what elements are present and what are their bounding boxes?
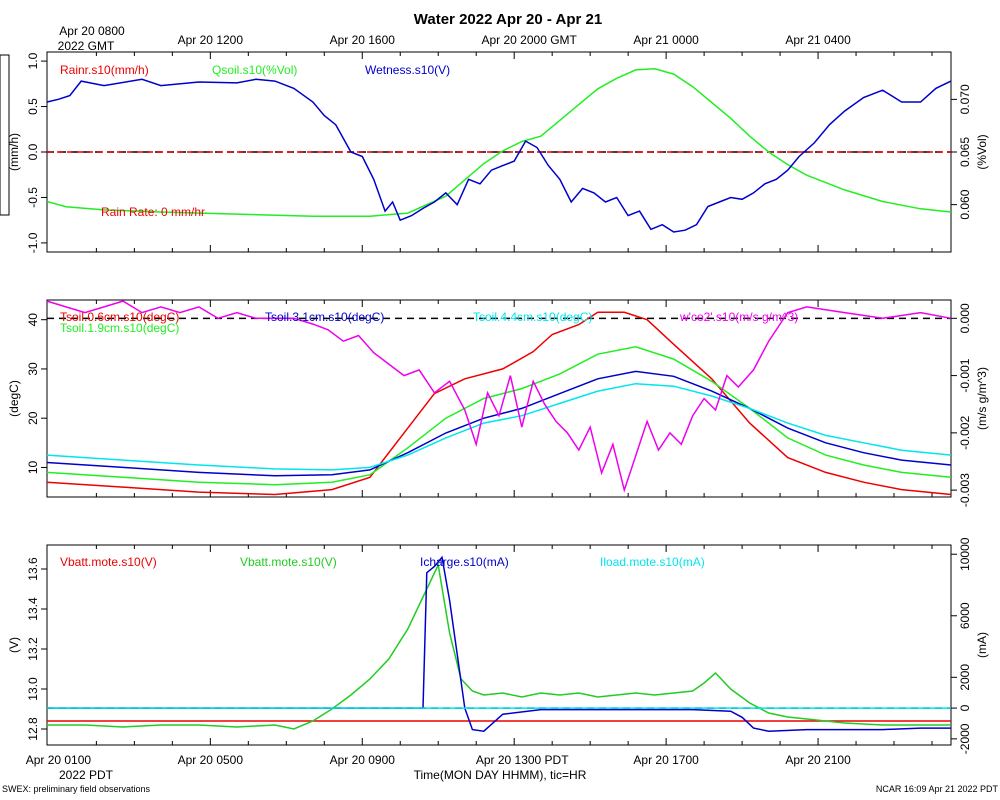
left-tick-label: 13.6 bbox=[26, 557, 40, 581]
panel-top: -1.0 -0.5 0.0 0.5 1.0 (mm/h) 0.060 0.065 0.070 (%… bbox=[7, 51, 989, 253]
right-tick-label: 6000 bbox=[958, 602, 972, 629]
series-line-w-co2-s10-m-s-g-m-3- bbox=[46, 300, 952, 493]
left-axis-label: (mm/h) bbox=[7, 133, 21, 171]
series-line-tsoil-0-6cm-s10-degc- bbox=[46, 311, 952, 496]
panel-bottom: 12.8 13.0 13.2 13.4 13.6 (V) -2000 0 2000 6000 100… bbox=[7, 537, 989, 754]
legend-entry: Wetness.s10(V) bbox=[365, 63, 450, 77]
footer-right: NCAR 16:09 Apr 21 2022 PDT bbox=[876, 784, 999, 794]
left-tick-label: -1.0 bbox=[26, 232, 40, 253]
bottom-axis-year-label: 2022 PDT bbox=[59, 768, 114, 782]
left-tick-label: -0.5 bbox=[26, 187, 40, 208]
side-scale-box bbox=[0, 54, 10, 216]
series-line-qsoil-s10-vol- bbox=[46, 68, 952, 217]
panel-frame bbox=[46, 299, 952, 498]
left-tick-label: 13.2 bbox=[26, 637, 40, 661]
bottom-axis-labels: Apr 20 0100 Apr 20 0500 Apr 20 0900 Apr 20 … bbox=[26, 753, 851, 767]
series-line-tsoil-3-1cm-s10-degc- bbox=[46, 370, 952, 477]
left-tick-label: 30 bbox=[26, 362, 40, 376]
panel-frame bbox=[46, 544, 952, 746]
bottom-axis-xlabel: Time(MON DAY HHMM), tic=HR bbox=[414, 768, 587, 782]
annotation-rain-rate: Rain Rate: 0 mm/hr bbox=[101, 205, 205, 219]
legend-entry: Vbatt.mote.s10(V) bbox=[60, 555, 157, 569]
left-tick-label: 1.0 bbox=[26, 52, 40, 69]
bottom-axis-label: Apr 20 0100 bbox=[26, 753, 92, 767]
top-axis-first-line2: 2022 GMT bbox=[58, 39, 115, 53]
right-tick-label: -0.001 bbox=[958, 358, 972, 392]
legend-entry: Qsoil.s10(%Vol) bbox=[212, 63, 297, 77]
series-line-wetness-s10-v- bbox=[46, 78, 952, 233]
legend-entry: Tsoil.0.6cm.s10(degC) bbox=[60, 310, 179, 324]
panels: -1.0 -0.5 0.0 0.5 1.0 (mm/h) 0.060 0.065 0.070 (%… bbox=[7, 51, 989, 754]
right-axis-label: (mA) bbox=[975, 632, 989, 658]
left-tick-label: 12.8 bbox=[26, 717, 40, 741]
top-axis-label: Apr 20 1200 bbox=[178, 33, 244, 47]
left-tick-label: 10 bbox=[26, 460, 40, 474]
legend-entry: Tsoil.3.1cm.s10(degC) bbox=[265, 310, 384, 324]
legend-entry: Icharge.s10(mA) bbox=[420, 555, 509, 569]
chart-title: Water 2022 Apr 20 - Apr 21 bbox=[414, 11, 602, 28]
left-tick-label: 40 bbox=[26, 313, 40, 327]
top-axis-first-line1: Apr 20 0800 bbox=[59, 24, 125, 38]
left-tick-label: 13.0 bbox=[26, 677, 40, 701]
right-tick-label: 0.000 bbox=[958, 303, 972, 333]
footer-left: SWEX: preliminary field observations bbox=[2, 784, 151, 794]
bottom-axis-label: Apr 20 0900 bbox=[330, 753, 396, 767]
legend-entry: Tsoil.1.9cm.s10(degC) bbox=[60, 321, 179, 335]
left-axis-label: (degC) bbox=[7, 380, 21, 417]
right-tick-label: 0.060 bbox=[958, 189, 972, 219]
legend-entry: Iload.mote.s10(mA) bbox=[600, 555, 705, 569]
legend-entry: Tsoil.4.4cm.s10(degC) bbox=[473, 310, 592, 324]
top-axis-label: Apr 20 1600 bbox=[330, 33, 396, 47]
right-tick-label: 0.065 bbox=[958, 137, 972, 167]
left-tick-label: 0.5 bbox=[26, 98, 40, 115]
right-tick-label: 10000 bbox=[958, 537, 972, 571]
top-axis-labels: Apr 20 1200 Apr 20 1600 Apr 20 2000 GMT Apr… bbox=[178, 33, 851, 47]
legend-entry: w'co2'.s10(m/s g/m^3) bbox=[679, 310, 798, 324]
series-line-tsoil-1-9cm-s10-degc- bbox=[46, 346, 952, 486]
right-axis-label: (%Vol) bbox=[975, 134, 989, 169]
left-axis-label: (V) bbox=[7, 637, 21, 653]
top-axis-label: Apr 20 2000 GMT bbox=[481, 33, 577, 47]
right-tick-label: 2000 bbox=[958, 664, 972, 691]
left-tick-label: 20 bbox=[26, 411, 40, 425]
series-line-vbatt-mote-s10-v- bbox=[47, 562, 951, 730]
series-line-tsoil-4-4cm-s10-degc- bbox=[46, 382, 952, 471]
left-tick-label: 13.4 bbox=[26, 597, 40, 621]
right-tick-label: -2000 bbox=[958, 723, 972, 754]
legend-entry: Vbatt.mote.s10(V) bbox=[240, 555, 337, 569]
bottom-axis-label: Apr 20 2100 bbox=[785, 753, 851, 767]
legend-entry: Rainr.s10(mm/h) bbox=[60, 63, 149, 77]
top-axis-label: Apr 21 0000 bbox=[633, 33, 699, 47]
series-line-icharge-s10-ma- bbox=[47, 555, 951, 732]
right-tick-label: 0.070 bbox=[958, 84, 972, 114]
left-tick-label: 0.0 bbox=[26, 143, 40, 160]
panel-middle: 10 20 30 40 (degC) -0.003 -0.002 -0.001 0.000 (m/… bbox=[7, 299, 989, 507]
bottom-axis-label: Apr 20 0500 bbox=[178, 753, 244, 767]
bottom-axis-label: Apr 20 1300 PDT bbox=[476, 753, 569, 767]
bottom-axis-label: Apr 20 1700 bbox=[633, 753, 699, 767]
right-tick-label: 0 bbox=[958, 704, 972, 711]
right-tick-label: -0.003 bbox=[958, 473, 972, 507]
right-axis-label: (m/s g/m^3) bbox=[975, 367, 989, 430]
right-tick-label: -0.002 bbox=[958, 416, 972, 450]
top-axis-label: Apr 21 0400 bbox=[785, 33, 851, 47]
